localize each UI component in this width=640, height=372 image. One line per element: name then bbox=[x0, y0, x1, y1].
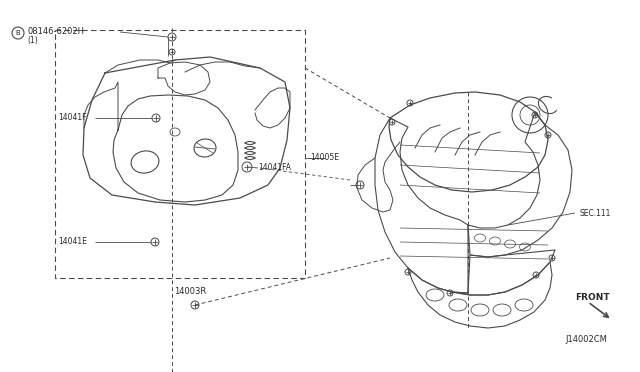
Bar bbox=[55, 30, 305, 278]
Text: B: B bbox=[15, 30, 20, 36]
Text: 08146-6202H: 08146-6202H bbox=[27, 28, 84, 36]
Text: J14002CM: J14002CM bbox=[565, 336, 607, 344]
Text: 14041F: 14041F bbox=[58, 113, 86, 122]
Text: 14041E: 14041E bbox=[58, 237, 87, 247]
Text: 14003R: 14003R bbox=[174, 288, 206, 296]
Text: 14005E: 14005E bbox=[310, 154, 339, 163]
Text: (1): (1) bbox=[27, 35, 38, 45]
Text: 14041FA: 14041FA bbox=[258, 164, 291, 173]
Text: FRONT: FRONT bbox=[575, 294, 610, 302]
Text: SEC.111: SEC.111 bbox=[580, 208, 611, 218]
